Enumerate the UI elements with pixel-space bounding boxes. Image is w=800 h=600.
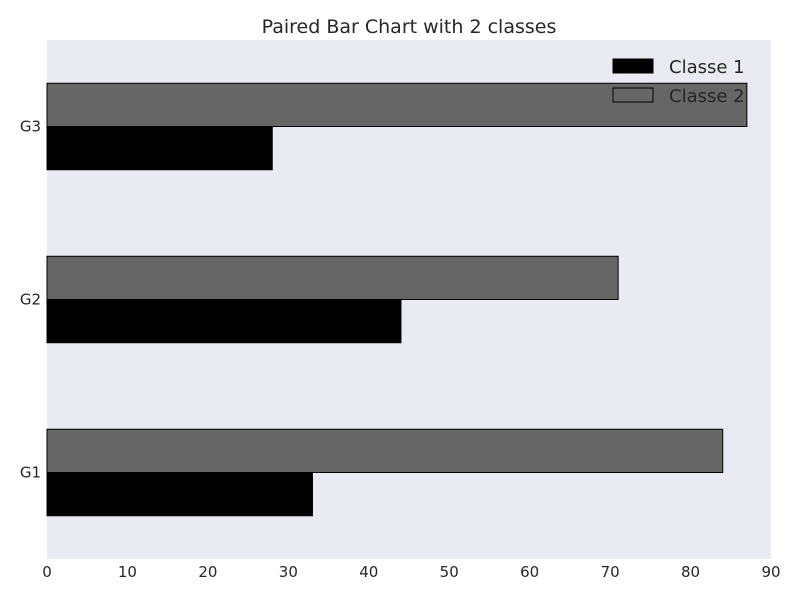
y-tick-label: G3 <box>20 118 41 136</box>
bar-classe-2-g2 <box>46 255 619 300</box>
legend: Classe 1 Classe 2 <box>612 57 745 107</box>
x-tick-label: 60 <box>520 563 539 581</box>
x-tick-label: 40 <box>359 563 378 581</box>
legend-swatch <box>612 87 654 103</box>
bar-classe-1-g2 <box>46 299 402 344</box>
x-tick-label: 90 <box>761 563 780 581</box>
bar-classe-2-g1 <box>46 428 724 473</box>
x-tick-label: 20 <box>198 563 217 581</box>
x-tick-label: 30 <box>279 563 298 581</box>
bar-classe-1-g1 <box>46 472 313 517</box>
bar-classe-1-g3 <box>46 126 273 171</box>
legend-label: Classe 2 <box>669 86 745 107</box>
x-tick-label: 0 <box>42 563 52 581</box>
x-tick-label: 10 <box>118 563 137 581</box>
legend-swatch <box>612 58 654 74</box>
y-tick-label: G2 <box>20 291 41 309</box>
bar-group <box>46 82 748 517</box>
x-tick-label: 80 <box>681 563 700 581</box>
chart-title: Paired Bar Chart with 2 classes <box>262 16 557 38</box>
y-tick-label: G1 <box>20 464 41 482</box>
x-tick-label: 70 <box>601 563 620 581</box>
x-tick-label: 50 <box>440 563 459 581</box>
x-axis-ticks: 0 10 20 30 40 50 60 70 80 90 <box>42 563 780 581</box>
y-axis-ticks: G1 G2 G3 <box>20 118 41 482</box>
legend-label: Classe 1 <box>669 57 745 78</box>
